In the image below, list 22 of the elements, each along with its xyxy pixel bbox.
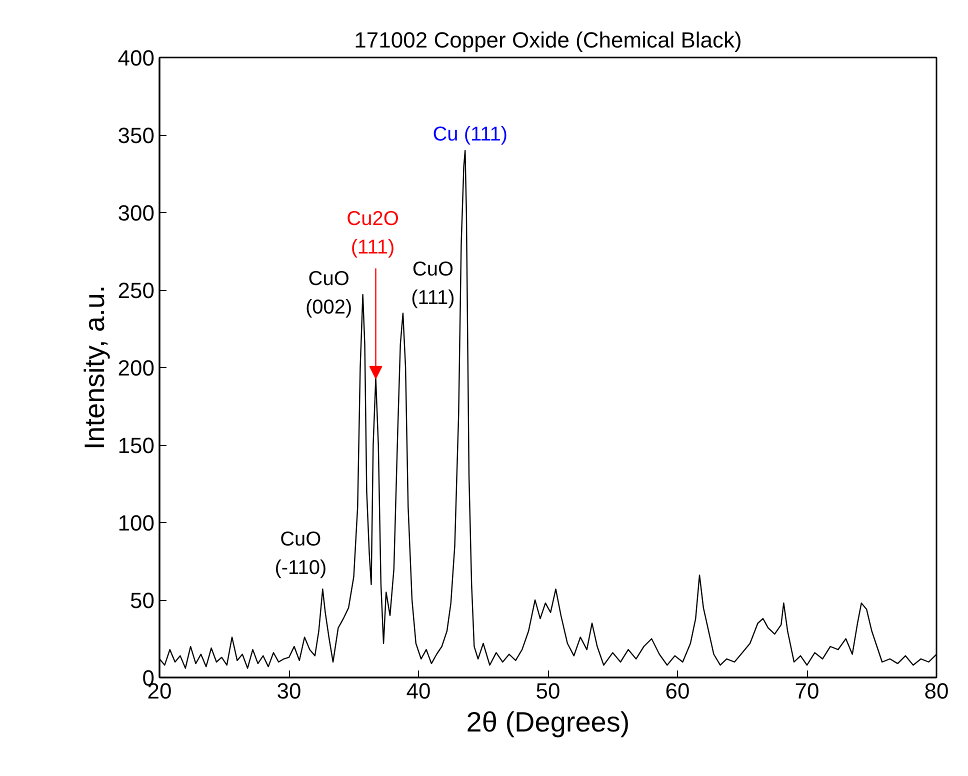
y-tick-label: 100 xyxy=(118,510,155,536)
x-tick-label: 40 xyxy=(406,678,431,704)
x-tick-label: 50 xyxy=(536,678,560,704)
annotation: CuO (-110) xyxy=(274,528,327,580)
annotation: Cu (111) xyxy=(432,124,508,146)
y-tick-label: 150 xyxy=(118,433,155,458)
annotation: CuO (002) xyxy=(305,268,352,319)
y-axis-title: Intensity, a.u. xyxy=(78,285,110,450)
annotation: Cu2O (111) xyxy=(346,208,399,258)
x-axis-title: 2θ (Degrees) xyxy=(466,706,630,738)
x-tick-label: 70 xyxy=(794,678,820,704)
y-tick-label: 200 xyxy=(118,356,155,380)
y-tick-label: 250 xyxy=(118,278,155,303)
x-tick-label: 80 xyxy=(924,678,949,704)
y-tick-label: 400 xyxy=(118,46,155,70)
chart-title: 171002 Copper Oxide (Chemical Black) xyxy=(354,28,742,52)
y-tick-label: 300 xyxy=(118,200,155,226)
x-tick-label: 30 xyxy=(276,678,302,704)
y-tick-label: 50 xyxy=(130,588,155,613)
annotation: CuO (111) xyxy=(411,258,455,310)
y-tick-label: 350 xyxy=(118,123,155,148)
x-tick-label: 60 xyxy=(665,678,690,704)
